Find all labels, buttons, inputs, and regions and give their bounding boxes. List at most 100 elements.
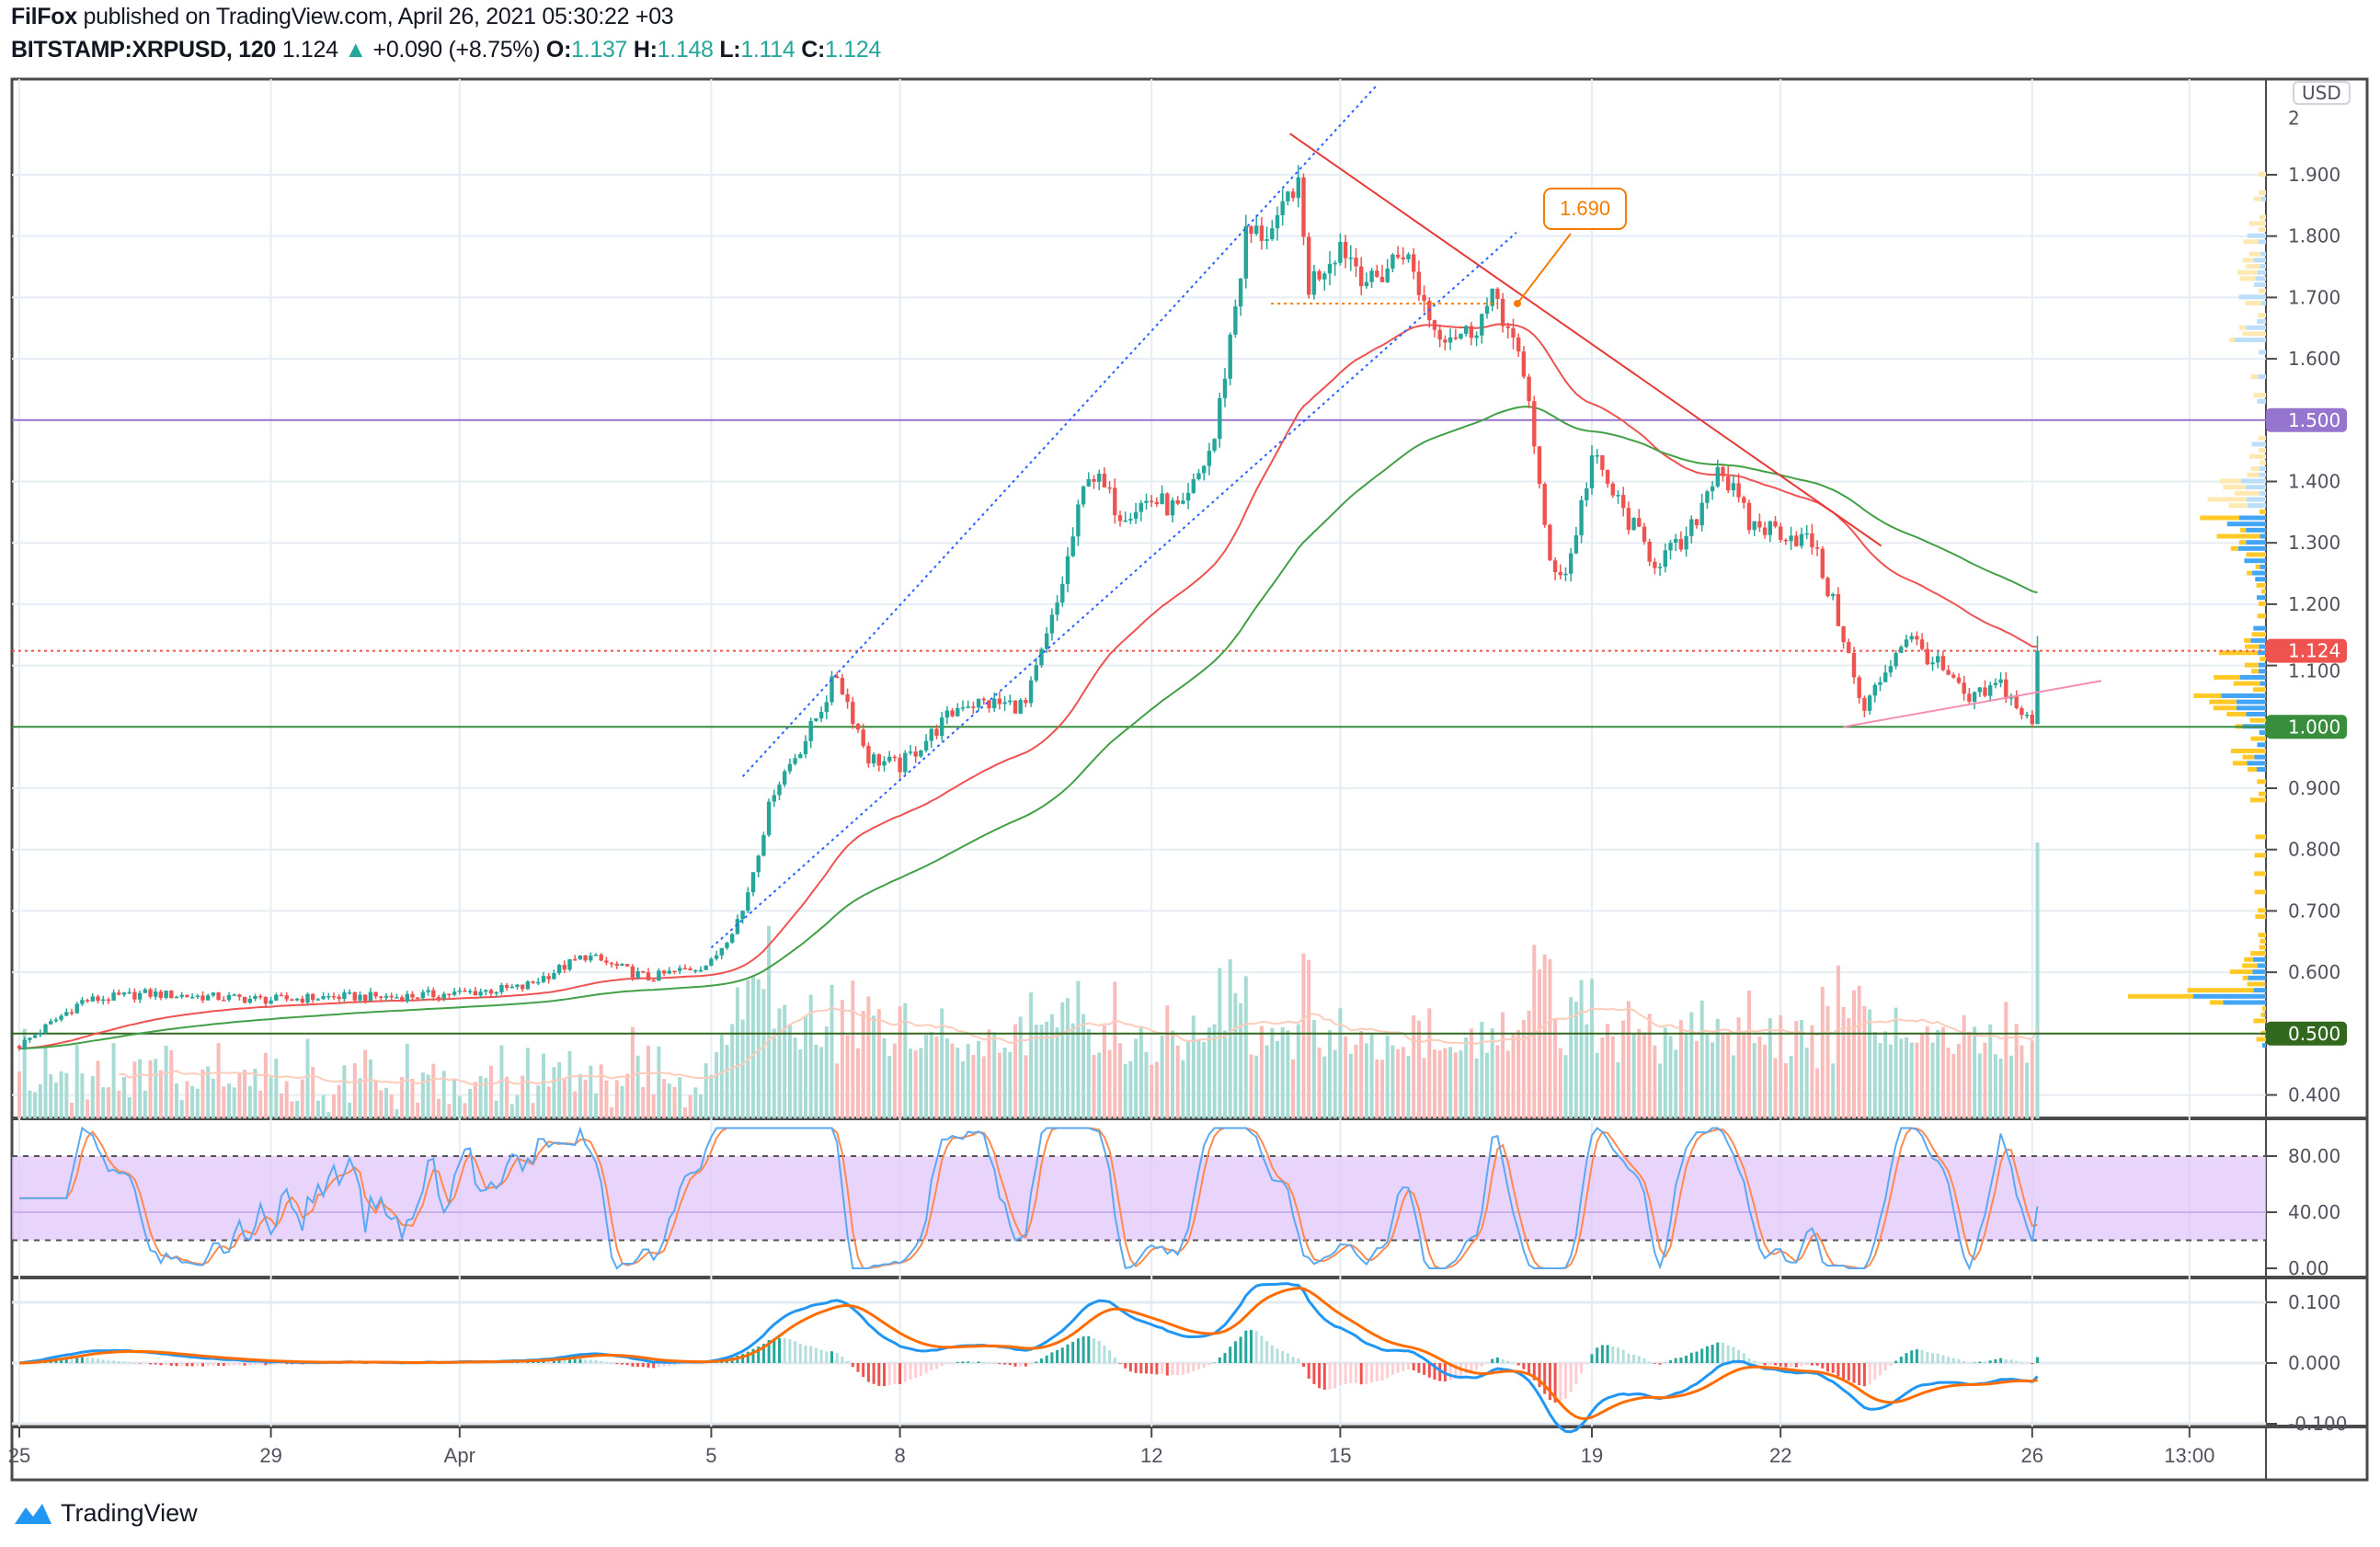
price-badge-bg xyxy=(2266,407,2347,432)
price-badge-label: 1.000 xyxy=(2288,716,2340,738)
macd-histogram-bar xyxy=(930,1363,933,1370)
volume-profile-bar xyxy=(2229,969,2253,975)
volume-bar xyxy=(872,1015,876,1118)
macd-histogram-bar xyxy=(772,1338,776,1363)
macd-histogram-bar xyxy=(1113,1358,1116,1363)
macd-histogram-bar xyxy=(64,1358,68,1363)
candle-up xyxy=(22,1039,27,1049)
volume-bar xyxy=(1773,1058,1778,1118)
candle-up xyxy=(315,999,321,1001)
candle-down xyxy=(290,999,294,1001)
macd-histogram-bar xyxy=(1019,1363,1023,1367)
volume-bar xyxy=(164,1045,168,1118)
macd-histogram-bar xyxy=(128,1361,132,1363)
volume-bar xyxy=(1752,1043,1756,1118)
candle-down xyxy=(373,991,378,997)
volume-bar xyxy=(1653,1045,1657,1118)
macd-histogram-bar xyxy=(1024,1363,1027,1367)
candle-up xyxy=(1055,602,1059,615)
candle-down xyxy=(1600,454,1605,470)
candle-down xyxy=(2004,679,2008,699)
stoch-axis-label: 80.00 xyxy=(2288,1145,2340,1167)
volume-bar xyxy=(1610,1036,1615,1118)
candle-up xyxy=(589,956,593,961)
volume-bar xyxy=(311,1067,315,1118)
candle-down xyxy=(583,955,588,961)
candle-up xyxy=(756,855,761,873)
candle-up xyxy=(793,758,797,764)
macd-histogram-bar xyxy=(2020,1362,2023,1363)
volume-bar xyxy=(1018,1016,1023,1118)
price-callout[interactable]: 1.690 xyxy=(1543,188,1628,230)
candle-down xyxy=(85,1000,90,1002)
volume-bar xyxy=(1412,1014,1416,1118)
macd-histogram-bar xyxy=(1951,1358,1955,1363)
currency-button[interactable]: USD xyxy=(2293,81,2351,105)
macd-histogram-bar xyxy=(568,1359,571,1363)
symbol-line: BITSTAMP:XRPUSD, 120 1.124 ▲ +0.090 (+8.… xyxy=(11,37,881,63)
volume-bar xyxy=(1925,1026,1929,1118)
volume-bar xyxy=(1453,1052,1458,1118)
macd-histogram-bar xyxy=(1842,1363,1846,1380)
volume-bar xyxy=(1045,1021,1049,1118)
candle-up xyxy=(1254,225,1259,235)
candle-up xyxy=(1752,521,1756,531)
volume-bar xyxy=(1144,1051,1149,1118)
macd-histogram-bar xyxy=(971,1361,975,1363)
macd-histogram-bar xyxy=(175,1363,178,1367)
time-axis-label: 15 xyxy=(1329,1444,1351,1467)
volume-bar xyxy=(1039,1025,1044,1118)
volume-bar xyxy=(961,1060,965,1118)
volume-bar xyxy=(1113,981,1117,1118)
candle-up xyxy=(206,995,211,1001)
volume-bar xyxy=(1868,1009,1872,1118)
volume-bar xyxy=(1815,1068,1820,1118)
candle-down xyxy=(1443,339,1447,343)
macd-histogram-bar xyxy=(269,1363,273,1366)
volume-profile-bar xyxy=(2254,889,2266,895)
volume-profile-bar xyxy=(2260,460,2266,465)
candle-down xyxy=(1527,376,1531,402)
macd-histogram-bar xyxy=(542,1361,545,1363)
candle-up xyxy=(420,991,426,999)
price-badge-label: 0.500 xyxy=(2288,1023,2340,1045)
volume-bar xyxy=(1291,1059,1296,1118)
macd-histogram-bar xyxy=(1999,1358,2003,1363)
macd-histogram-bar xyxy=(1947,1357,1951,1363)
macd-histogram-bar xyxy=(1936,1353,1939,1363)
candle-up xyxy=(1181,500,1185,504)
volume-profile-bar xyxy=(2238,540,2247,545)
volume-bar xyxy=(1433,1049,1436,1118)
candle-up xyxy=(478,991,483,996)
volume-bar xyxy=(332,1094,336,1118)
macd-histogram-bar xyxy=(631,1363,635,1367)
volume-bar xyxy=(667,1083,671,1118)
macd-histogram-bar xyxy=(1250,1330,1253,1363)
candle-down xyxy=(672,970,677,973)
volume-bar xyxy=(1637,1028,1642,1118)
volume-bar xyxy=(1207,1027,1211,1118)
volume-bar xyxy=(787,1024,792,1118)
volume-profile-bar xyxy=(2236,699,2266,705)
macd-histogram-bar xyxy=(646,1363,650,1368)
macd-histogram-bar xyxy=(961,1361,965,1363)
price-axis-label: 0.800 xyxy=(2288,839,2340,861)
volume-bar xyxy=(1249,1054,1253,1118)
macd-histogram-bar xyxy=(641,1363,645,1368)
stoch-rsi-band xyxy=(12,1156,2266,1241)
volume-bar xyxy=(1123,1063,1127,1118)
tradingview-logo[interactable]: TradingView xyxy=(13,1499,198,1528)
volume-bar xyxy=(1102,1026,1106,1118)
candle-up xyxy=(818,712,824,719)
candle-up xyxy=(635,971,640,979)
candle-down xyxy=(1621,495,1626,509)
price-badge: 1.000 xyxy=(2266,715,2347,739)
volume-bar xyxy=(531,1103,535,1118)
volume-profile-bar xyxy=(2255,276,2266,281)
candle-down xyxy=(898,757,902,773)
volume-bar xyxy=(1008,1051,1013,1118)
volume-profile-bar xyxy=(2246,552,2266,557)
volume-bar xyxy=(1946,1048,1951,1118)
candle-down xyxy=(431,990,436,997)
